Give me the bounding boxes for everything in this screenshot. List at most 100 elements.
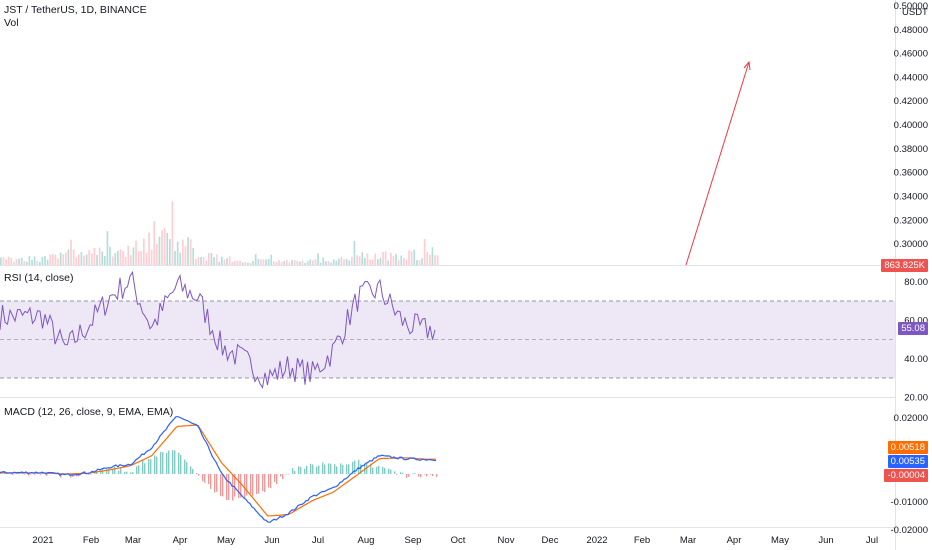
volume-bar — [288, 262, 291, 265]
trend-arrow-line[interactable] — [685, 61, 750, 266]
histogram-bar — [316, 466, 318, 474]
rsi-tick-label: 40.00 — [904, 354, 928, 365]
price-axis[interactable]: 0.50000 0.48000 0.46000 0.44000 0.42000 0.400… — [894, 1, 928, 250]
histogram-bar — [370, 463, 372, 474]
volume-bar — [304, 263, 306, 265]
volume-bar — [431, 247, 434, 265]
time-tick-label: May — [771, 535, 789, 546]
volume-bar — [340, 256, 343, 265]
histogram-bar — [300, 467, 302, 474]
histogram-bar — [130, 472, 132, 474]
volume-bar — [332, 259, 335, 265]
histogram-bar — [402, 472, 404, 474]
histogram-bar — [244, 474, 246, 499]
histogram-bar — [310, 463, 312, 474]
histogram-bar — [190, 466, 192, 474]
histogram-bar — [306, 465, 308, 474]
volume-bar — [83, 255, 85, 265]
volume-bar — [299, 261, 301, 265]
histogram-bar — [120, 467, 122, 474]
histogram-bar — [436, 474, 438, 477]
histogram-bar — [384, 467, 386, 474]
volume-bar — [395, 254, 397, 265]
histogram-bar — [126, 471, 128, 474]
histogram-bar — [388, 468, 390, 474]
volume-bar — [231, 261, 234, 265]
histogram-bar — [286, 473, 288, 475]
currency-label: USDT — [902, 7, 928, 18]
volume-bar — [54, 254, 57, 265]
volume-bar — [325, 261, 327, 265]
volume-bar — [31, 259, 33, 265]
symbol-title[interactable]: JST / TetherUS, 1D, BINANCE — [4, 4, 147, 16]
volume-bar — [252, 261, 254, 265]
histogram-bar — [46, 474, 48, 476]
time-axis[interactable]: 2021 Feb Mar Apr May Jun Jul Aug Sep Oct Nov Dec 202… — [32, 535, 878, 546]
price-tick-label: 0.30000 — [894, 239, 928, 250]
histogram-bar — [166, 453, 168, 474]
time-tick-label: Feb — [634, 535, 650, 546]
volume-bar — [10, 257, 13, 265]
volume-bar — [270, 254, 273, 265]
rsi-axis[interactable]: 80.00 60.00 40.00 20.00 — [904, 277, 928, 404]
histogram-bar — [162, 452, 164, 474]
histogram-bar — [282, 474, 284, 480]
volume-bar — [39, 262, 41, 265]
histogram-bar — [268, 474, 270, 488]
histogram-bar — [94, 472, 96, 474]
rsi-legend[interactable]: RSI (14, close) — [4, 272, 74, 284]
volume-bar — [20, 257, 23, 265]
volume-bar — [309, 259, 312, 265]
volume-bar — [96, 255, 98, 265]
histogram-bar — [360, 464, 362, 474]
volume-bar — [88, 249, 91, 265]
histogram-bar — [138, 465, 140, 474]
volume-bar — [119, 249, 122, 265]
volume-bar — [410, 251, 413, 265]
histogram-bar — [430, 474, 432, 475]
histogram-bar — [400, 472, 402, 474]
histogram-bar — [24, 474, 26, 475]
volume-bar — [197, 257, 200, 265]
volume-bar — [85, 254, 88, 265]
histogram-bar — [390, 469, 392, 474]
histogram-bar — [172, 450, 174, 474]
time-tick-label: Dec — [542, 535, 559, 546]
histogram-bar — [96, 471, 98, 474]
volume-bar — [390, 252, 392, 265]
volume-bar — [44, 256, 46, 265]
volume-bar — [93, 248, 96, 265]
volume-bar — [52, 254, 54, 265]
histogram-bar — [18, 473, 20, 474]
time-tick-label: Sep — [405, 535, 422, 546]
histogram-bar — [256, 474, 258, 494]
volume-bar — [163, 228, 166, 265]
histogram-bar — [226, 474, 228, 501]
macd-line — [0, 416, 437, 523]
histogram-bar — [420, 474, 422, 478]
volume-bar — [200, 257, 202, 265]
volume-bar — [348, 260, 351, 265]
volume-bar — [241, 262, 244, 265]
macd-legend[interactable]: MACD (12, 26, close, 9, EMA, EMA) — [4, 406, 174, 418]
volume-bars — [0, 201, 439, 265]
histogram-bar — [328, 463, 330, 474]
volume-bar — [158, 236, 161, 265]
volume-bar — [91, 253, 93, 265]
volume-bar — [416, 260, 418, 265]
histogram-bar — [150, 459, 152, 474]
volume-bar — [213, 257, 215, 265]
volume-bar — [189, 239, 192, 265]
volume-legend[interactable]: Vol — [4, 17, 19, 29]
histogram-bar — [198, 474, 200, 476]
volume-bar — [267, 258, 270, 265]
volume-bar — [405, 259, 408, 265]
volume-bar — [260, 259, 262, 265]
histogram-bar — [180, 455, 182, 474]
time-tick-label: Jun — [264, 535, 279, 546]
price-tick-label: 0.44000 — [894, 72, 928, 83]
volume-bar — [182, 239, 184, 265]
histogram-bar — [178, 452, 180, 474]
volume-bar — [145, 252, 148, 265]
